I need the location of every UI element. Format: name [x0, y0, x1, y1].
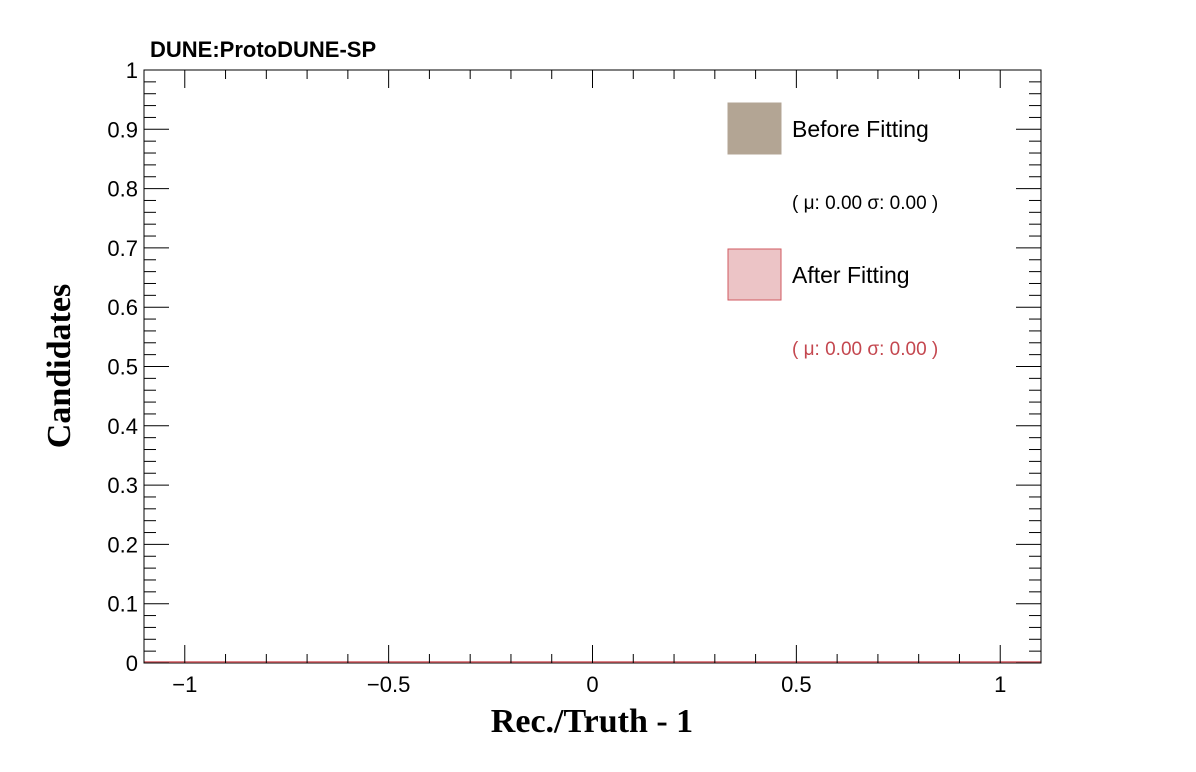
legend-entry-stats: ( μ: 0.00 σ: 0.00 ) — [792, 339, 938, 360]
y-tick-label: 0.4 — [107, 414, 138, 439]
y-tick-label: 0.8 — [107, 177, 138, 202]
legend-swatch — [727, 102, 782, 155]
y-tick-label: 0 — [126, 651, 138, 676]
y-tick-label: 0.5 — [107, 355, 138, 380]
y-tick-label: 0.6 — [107, 295, 138, 320]
y-tick-label: 1 — [126, 58, 138, 83]
y-tick-label: 0.3 — [107, 473, 138, 498]
y-tick-label: 0.1 — [107, 592, 138, 617]
legend-entry-label: Before Fitting — [792, 116, 929, 142]
plot-frame — [143, 69, 1042, 664]
x-axis-title: Rec./Truth - 1 — [491, 703, 693, 740]
legend-swatch — [727, 248, 782, 301]
x-tick-label: 1 — [994, 672, 1006, 697]
y-tick-label: 0.7 — [107, 236, 138, 261]
y-tick-label: 0.9 — [107, 117, 138, 142]
y-tick-label: 0.2 — [107, 532, 138, 557]
legend: Before Fitting ( μ: 0.00 σ: 0.00 ) After F… — [727, 102, 938, 360]
x-tick-label: 0.5 — [781, 672, 812, 697]
legend-entry-stats: ( μ: 0.00 σ: 0.00 ) — [792, 193, 938, 214]
legend-entry-label: After Fitting — [792, 262, 910, 288]
x-tick-label: −0.5 — [367, 672, 410, 697]
chart-title: DUNE:ProtoDUNE-SP — [150, 37, 376, 62]
x-tick-label: 0 — [586, 672, 598, 697]
y-axis-title: Candidates — [41, 284, 78, 448]
y-tick-labels: 0 0.1 0.2 0.3 0.4 0.5 0.6 0.7 0.8 0.9 1 — [107, 58, 138, 676]
axis-ticks — [143, 69, 1042, 664]
x-tick-labels: −1 −0.5 0 0.5 1 — [172, 672, 1006, 697]
x-tick-label: −1 — [172, 672, 197, 697]
